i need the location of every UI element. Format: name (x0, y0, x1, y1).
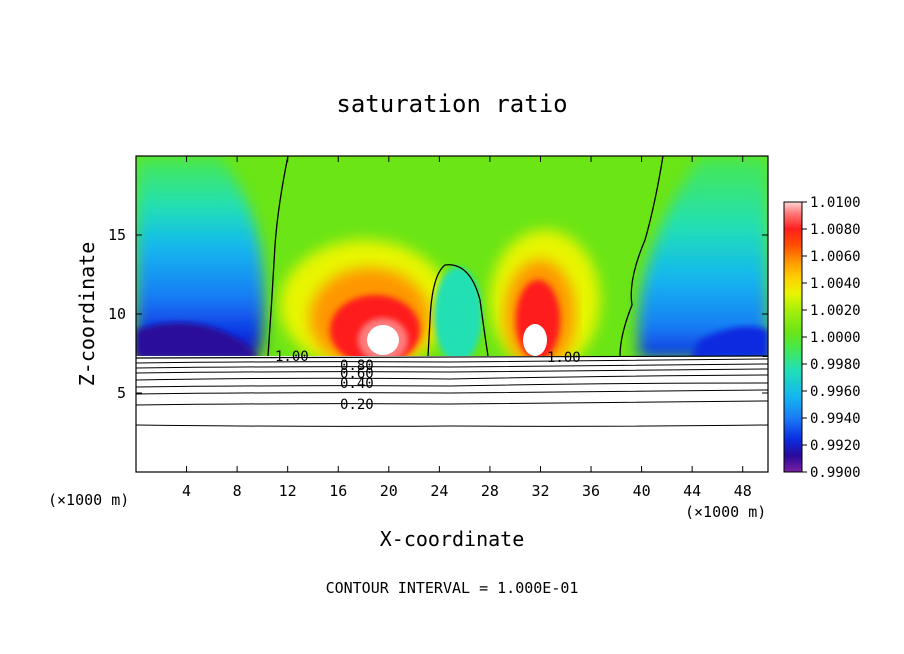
contour-label-5: 0.20 (340, 397, 374, 413)
colorbar-label-7: 0.9960 (810, 384, 861, 400)
x-tick-label-6: 28 (481, 482, 499, 500)
y-tick-label-0: 5 (117, 384, 126, 402)
x-tick-label-1: 8 (233, 482, 242, 500)
field-left-dry-core (136, 322, 258, 358)
contour-line-1 (136, 355, 768, 359)
contour-line-5 (136, 374, 768, 381)
colorbar-label-3: 1.0040 (810, 276, 861, 292)
contour-label-1: 1.00 (275, 349, 309, 365)
contour-line-9 (136, 424, 768, 427)
contour-line-middle-column (427, 264, 489, 357)
colorbar-label-6: 0.9980 (810, 357, 861, 373)
plot-field (136, 156, 768, 472)
x-tick-label-8: 36 (582, 482, 600, 500)
lower-unshaded-layer (136, 356, 768, 472)
plume-right-white (523, 324, 547, 356)
x-axis-label: X-coordinate (380, 527, 525, 551)
chart-title: saturation ratio (336, 90, 567, 118)
colorbar-label-9: 0.9920 (810, 438, 861, 454)
y-tick-label-2: 15 (108, 226, 126, 244)
colorbar-label-0: 1.0100 (810, 195, 861, 211)
contour-label-6: 1.00 (547, 350, 581, 366)
x-tick-label-0: 4 (182, 482, 191, 500)
contour-line-6 (136, 382, 768, 388)
contour-line-right-boundary (619, 156, 664, 357)
contour-line-8 (136, 400, 768, 406)
x-tick-label-9: 40 (633, 482, 651, 500)
y-tick-label-1: 10 (108, 305, 126, 323)
x-axis: 4 8 12 16 20 24 28 32 36 40 44 48 (182, 156, 752, 500)
contour-line-4 (136, 368, 768, 374)
field-right-dry-core (690, 326, 768, 358)
middle-dry-column (434, 267, 482, 363)
contour-label-4: 0.40 (340, 376, 374, 392)
x-tick-label-7: 32 (531, 482, 549, 500)
contour-line-left-boundary (267, 156, 289, 357)
plume-left-white (367, 325, 399, 355)
x-tick-label-5: 24 (430, 482, 448, 500)
colorbar-ticks: 1.0100 1.0080 1.0060 1.0040 1.0020 1.0000 0.99… (802, 195, 861, 481)
colorbar-label-2: 1.0060 (810, 249, 861, 265)
contour-line-7 (136, 389, 768, 395)
colorbar-label-5: 1.0000 (810, 330, 861, 346)
colorbar-label-4: 1.0020 (810, 303, 861, 319)
contour-interval-note: CONTOUR INTERVAL = 1.000E-01 (326, 579, 579, 597)
contour-label-2: 0.80 (340, 358, 374, 374)
contour-label-3: 0.60 (340, 366, 374, 382)
colorbar (783, 201, 803, 473)
y-axis: 5 10 15 (108, 226, 768, 402)
colorbar-label-1: 1.0080 (810, 222, 861, 238)
field-right-dry-region (638, 156, 768, 358)
x-unit-label: (×1000 m) (685, 503, 766, 521)
contour-line-2 (136, 358, 768, 364)
x-tick-label-2: 12 (279, 482, 297, 500)
y-axis-label: Z-coordinate (75, 242, 99, 387)
colorbar-label-10: 0.9900 (810, 465, 861, 481)
contour-line-3 (136, 363, 768, 369)
x-tick-label-4: 20 (380, 482, 398, 500)
z-unit-label: (×1000 m) (48, 491, 129, 509)
x-tick-label-10: 44 (683, 482, 701, 500)
colorbar-label-8: 0.9940 (810, 411, 861, 427)
field-left-dry-region (136, 156, 265, 358)
x-tick-label-3: 16 (329, 482, 347, 500)
x-tick-label-11: 48 (734, 482, 752, 500)
